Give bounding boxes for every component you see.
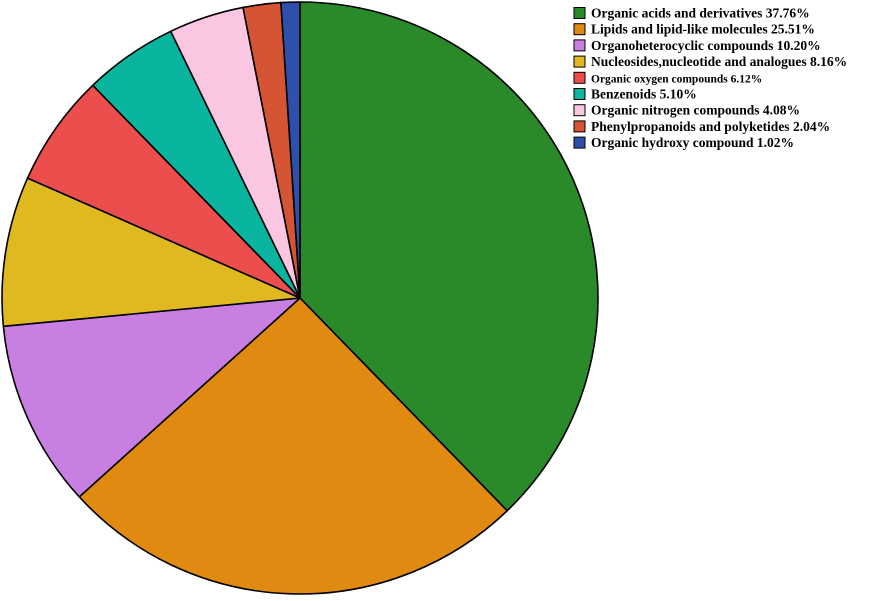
legend-label-1: Organic acids and derivatives 37.76% — [591, 6, 810, 21]
legend-swatch-6 — [573, 88, 586, 100]
legend-swatch-4 — [573, 55, 586, 68]
legend-swatch-9 — [573, 136, 586, 149]
pie-slices — [1, 1, 599, 595]
legend-swatch-1 — [573, 7, 586, 19]
legend-swatch-7 — [573, 104, 586, 117]
legend-swatch-5 — [573, 71, 586, 84]
legend-swatch-2 — [573, 23, 586, 36]
legend-label-7: Organic nitrogen compounds 4.08% — [591, 103, 800, 118]
pie-slice-2 — [78, 297, 508, 595]
legend-label-3: Organoheterocyclic compounds 10.20% — [591, 38, 821, 53]
legend-swatch-8 — [573, 120, 586, 133]
legend-label-5: Organic oxygen compounds 6.12% — [591, 73, 762, 85]
legend-label-8: Phenylpropanoids and polyketides 2.04% — [591, 119, 830, 134]
legend-label-6: Benzenoids 5.10% — [591, 87, 697, 102]
legend-label-9: Organic hydroxy compound 1.02% — [591, 135, 794, 150]
legend-swatch-3 — [573, 39, 586, 52]
pie-slice-1 — [299, 1, 599, 512]
pie-slice-3 — [2, 297, 301, 498]
legend-label-2: Lipids and lipid-like molecules 25.51% — [591, 22, 815, 37]
legend: Organic acids and derivatives 37.76%Lipi… — [573, 6, 847, 150]
legend-label-4: Nucleosides,nucleotide and analogues 8.1… — [591, 54, 847, 69]
pie-slice-9 — [280, 1, 301, 299]
pie-slice-4 — [1, 177, 301, 328]
